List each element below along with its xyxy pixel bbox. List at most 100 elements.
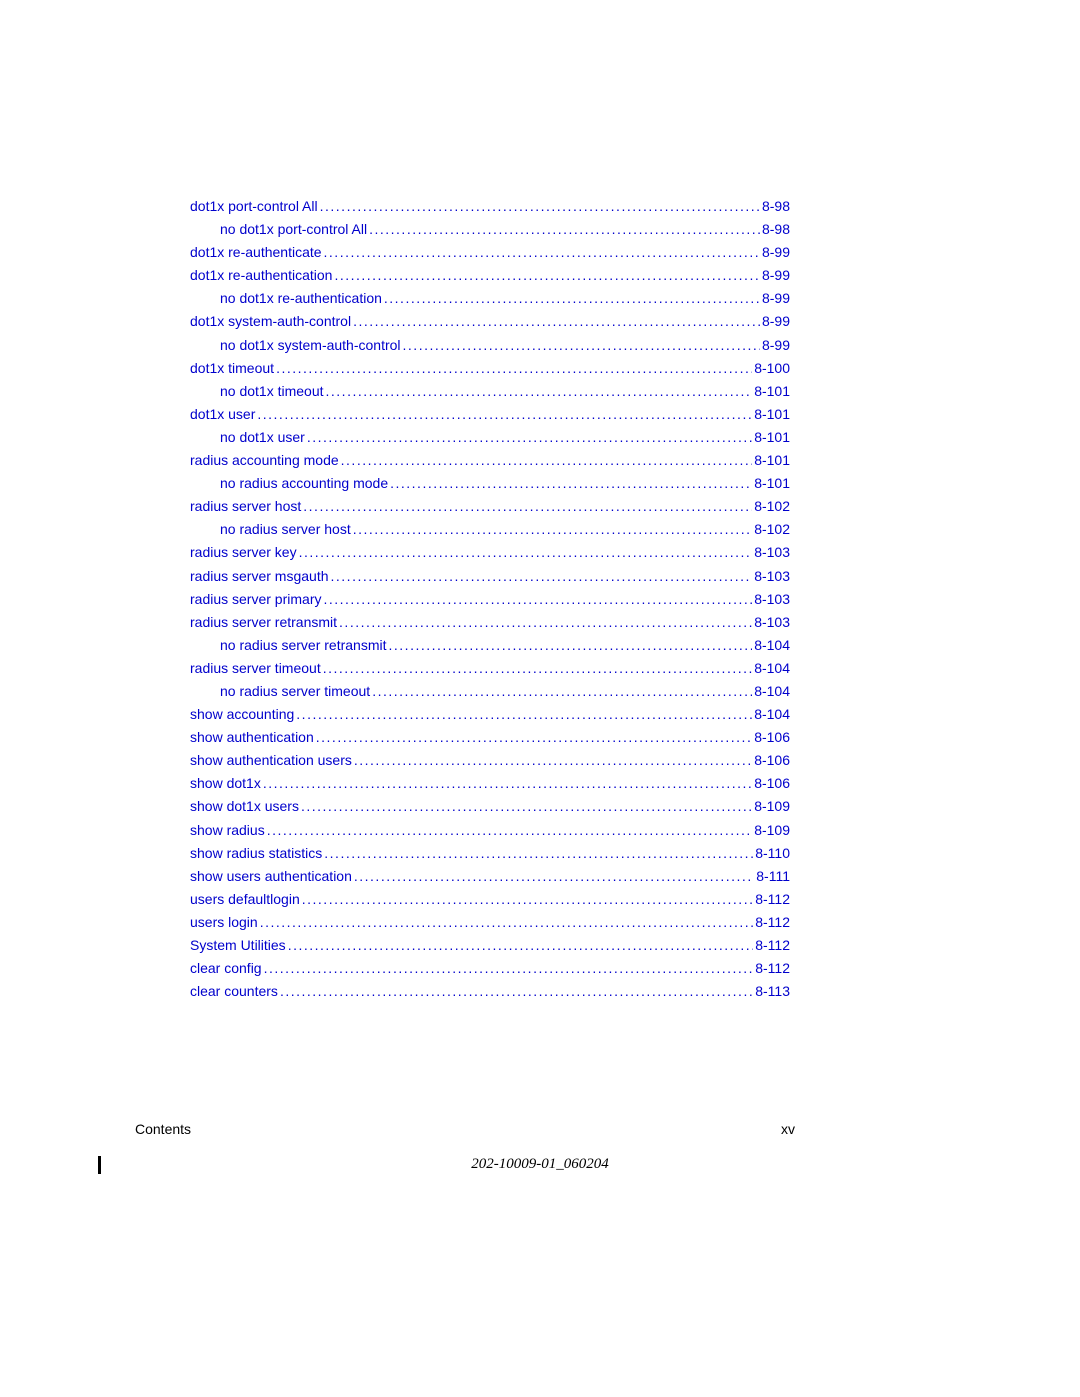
toc-entry-label: clear counters xyxy=(190,980,278,1003)
toc-leader-dots xyxy=(390,472,752,495)
toc-entry[interactable]: no dot1x re-authentication 8-99 xyxy=(190,287,790,310)
toc-entry-label: dot1x re-authentication xyxy=(190,264,332,287)
toc-entry[interactable]: dot1x re-authentication 8-99 xyxy=(190,264,790,287)
toc-entry[interactable]: no dot1x user 8-101 xyxy=(190,426,790,449)
toc-entry-page: 8-101 xyxy=(754,449,790,472)
toc-entry[interactable]: no radius server host 8-102 xyxy=(190,518,790,541)
toc-entry-label: radius server retransmit xyxy=(190,611,337,634)
toc-leader-dots xyxy=(260,911,754,934)
toc-leader-dots xyxy=(301,795,752,818)
toc-entry[interactable]: show radius statistics 8-110 xyxy=(190,842,790,865)
toc-entry[interactable]: show dot1x users 8-109 xyxy=(190,795,790,818)
toc-leader-dots xyxy=(339,611,752,634)
toc-leader-dots xyxy=(302,888,753,911)
toc-entry[interactable]: no dot1x system-auth-control 8-99 xyxy=(190,334,790,357)
toc-entry-label: no radius server timeout xyxy=(220,680,370,703)
toc-entry-label: show radius statistics xyxy=(190,842,322,865)
toc-entry-page: 8-103 xyxy=(754,611,790,634)
toc-entry[interactable]: users defaultlogin 8-112 xyxy=(190,888,790,911)
toc-leader-dots xyxy=(299,541,753,564)
toc-entry[interactable]: clear counters 8-113 xyxy=(190,980,790,1003)
toc-leader-dots xyxy=(323,588,752,611)
toc-entry-page: 8-109 xyxy=(754,819,790,842)
toc-entry[interactable]: dot1x system-auth-control 8-99 xyxy=(190,310,790,333)
toc-entry[interactable]: dot1x port-control All 8-98 xyxy=(190,195,790,218)
change-bar xyxy=(98,1156,101,1174)
toc-entry-page: 8-113 xyxy=(755,980,790,1003)
footer-right: xv xyxy=(781,1121,795,1137)
toc-entry[interactable]: no dot1x port-control All 8-98 xyxy=(190,218,790,241)
toc-leader-dots xyxy=(263,772,752,795)
toc-container: dot1x port-control All 8-98no dot1x port… xyxy=(190,195,790,1003)
toc-entry[interactable]: no dot1x timeout 8-101 xyxy=(190,380,790,403)
toc-entry[interactable]: show authentication 8-106 xyxy=(190,726,790,749)
toc-entry[interactable]: show dot1x 8-106 xyxy=(190,772,790,795)
toc-entry-label: users login xyxy=(190,911,258,934)
toc-entry-label: radius server primary xyxy=(190,588,321,611)
toc-entry-label: show users authentication xyxy=(190,865,352,888)
toc-entry[interactable]: radius server retransmit 8-103 xyxy=(190,611,790,634)
toc-entry-page: 8-111 xyxy=(756,865,790,888)
toc-entry-label: dot1x system-auth-control xyxy=(190,310,351,333)
toc-leader-dots xyxy=(354,865,754,888)
toc-entry-label: show dot1x users xyxy=(190,795,299,818)
toc-entry-label: no radius server host xyxy=(220,518,351,541)
toc-entry[interactable]: no radius accounting mode 8-101 xyxy=(190,472,790,495)
toc-entry-page: 8-103 xyxy=(754,541,790,564)
toc-entry-label: no radius accounting mode xyxy=(220,472,388,495)
document-id: 202-10009-01_060204 xyxy=(0,1156,1080,1173)
toc-entry[interactable]: radius server msgauth 8-103 xyxy=(190,565,790,588)
toc-entry[interactable]: users login 8-112 xyxy=(190,911,790,934)
toc-entry-label: radius accounting mode xyxy=(190,449,339,472)
toc-entry[interactable]: show authentication users 8-106 xyxy=(190,749,790,772)
toc-entry-page: 8-106 xyxy=(754,749,790,772)
toc-entry[interactable]: show radius 8-109 xyxy=(190,819,790,842)
toc-leader-dots xyxy=(276,357,752,380)
toc-entry[interactable]: clear config 8-112 xyxy=(190,957,790,980)
toc-entry[interactable]: no radius server timeout 8-104 xyxy=(190,680,790,703)
toc-entry-page: 8-110 xyxy=(755,842,790,865)
toc-entry-page: 8-101 xyxy=(754,426,790,449)
toc-entry-page: 8-101 xyxy=(754,472,790,495)
toc-entry-page: 8-103 xyxy=(754,565,790,588)
toc-entry-page: 8-112 xyxy=(755,934,790,957)
toc-entry[interactable]: dot1x timeout 8-100 xyxy=(190,357,790,380)
toc-entry-page: 8-104 xyxy=(754,657,790,680)
toc-entry[interactable]: dot1x re-authenticate 8-99 xyxy=(190,241,790,264)
toc-entry[interactable]: radius server primary 8-103 xyxy=(190,588,790,611)
toc-entry-label: radius server timeout xyxy=(190,657,321,680)
toc-entry-page: 8-102 xyxy=(754,518,790,541)
toc-entry-label: dot1x timeout xyxy=(190,357,274,380)
toc-leader-dots xyxy=(389,634,753,657)
toc-leader-dots xyxy=(257,403,752,426)
toc-leader-dots xyxy=(303,495,752,518)
footer-left: Contents xyxy=(135,1121,191,1137)
toc-leader-dots xyxy=(323,657,752,680)
toc-entry-label: System Utilities xyxy=(190,934,286,957)
toc-entry[interactable]: show accounting 8-104 xyxy=(190,703,790,726)
toc-entry-page: 8-103 xyxy=(754,588,790,611)
toc-entry[interactable]: radius accounting mode 8-101 xyxy=(190,449,790,472)
toc-entry[interactable]: dot1x user 8-101 xyxy=(190,403,790,426)
toc-entry-page: 8-100 xyxy=(754,357,790,380)
toc-leader-dots xyxy=(372,680,752,703)
toc-entry-page: 8-98 xyxy=(762,195,790,218)
toc-entry-label: show dot1x xyxy=(190,772,261,795)
toc-entry-label: radius server key xyxy=(190,541,297,564)
toc-leader-dots xyxy=(354,749,752,772)
toc-entry-page: 8-99 xyxy=(762,241,790,264)
toc-entry-page: 8-102 xyxy=(754,495,790,518)
toc-entry[interactable]: radius server timeout 8-104 xyxy=(190,657,790,680)
toc-entry-label: no dot1x system-auth-control xyxy=(220,334,401,357)
toc-entry[interactable]: radius server host 8-102 xyxy=(190,495,790,518)
toc-entry[interactable]: show users authentication 8-111 xyxy=(190,865,790,888)
toc-leader-dots xyxy=(353,518,752,541)
toc-entry-label: no radius server retransmit xyxy=(220,634,387,657)
toc-entry[interactable]: radius server key 8-103 xyxy=(190,541,790,564)
toc-entry-page: 8-104 xyxy=(754,703,790,726)
toc-entry-page: 8-112 xyxy=(755,888,790,911)
toc-entry[interactable]: no radius server retransmit 8-104 xyxy=(190,634,790,657)
toc-entry-label: show authentication users xyxy=(190,749,352,772)
toc-entry[interactable]: System Utilities 8-112 xyxy=(190,934,790,957)
toc-leader-dots xyxy=(331,565,753,588)
